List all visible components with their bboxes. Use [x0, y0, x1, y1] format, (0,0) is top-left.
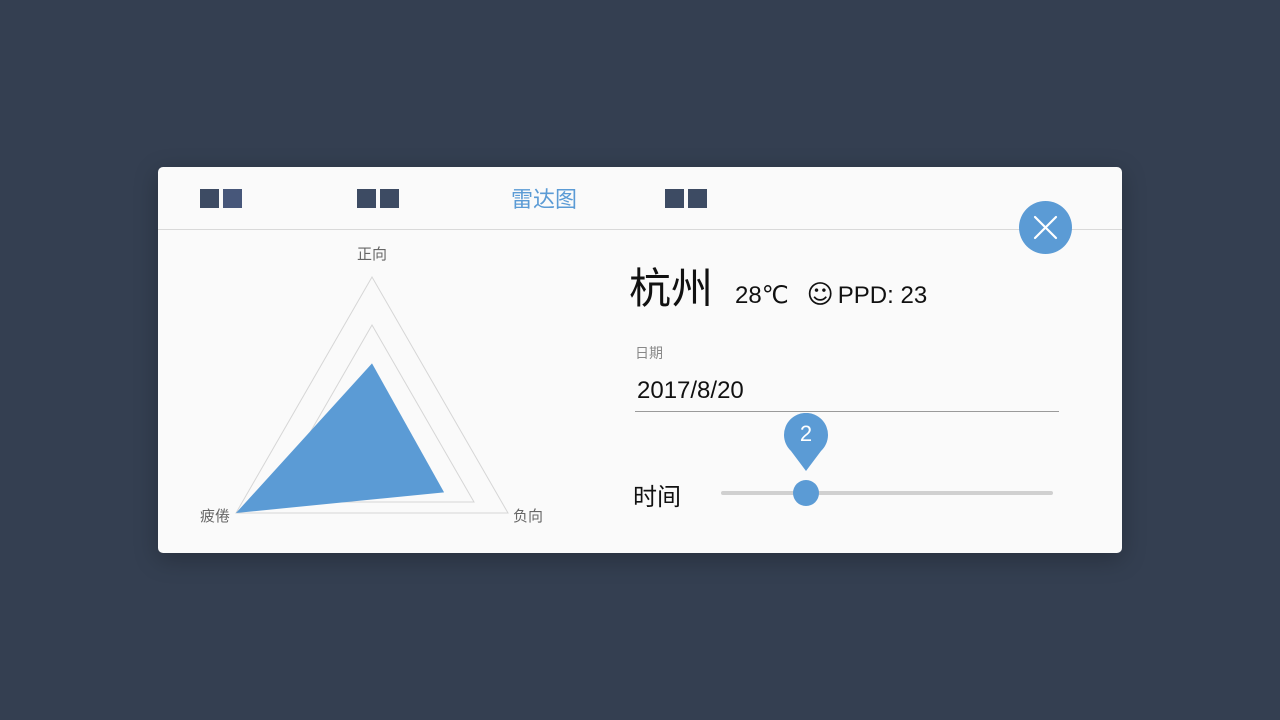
tab-1-glyph-b [223, 188, 242, 208]
tab-4[interactable] [665, 167, 707, 229]
radar-grid-level-2 [269, 323, 475, 503]
tab-2[interactable] [357, 167, 399, 229]
radar-grid-level-3 [235, 275, 509, 514]
close-button[interactable] [1019, 201, 1072, 254]
tab-2-glyph-a [357, 188, 376, 208]
tab-2-glyph-b [380, 188, 399, 208]
close-icon [1033, 215, 1058, 240]
tab-1[interactable] [200, 167, 242, 229]
tab-4-glyph-a [665, 188, 684, 208]
tab-radar[interactable]: 雷达图 [511, 167, 577, 229]
tab-1-glyph-a [200, 188, 219, 208]
smile-icon: ☺ [806, 280, 834, 310]
city-name: 杭州 [629, 264, 714, 313]
temperature: 28℃ [735, 282, 789, 309]
slider-value: 2 [799, 421, 813, 446]
tab-radar-label: 雷达图 [511, 188, 578, 213]
date-input[interactable] [635, 371, 1059, 412]
time-label: 时间 [633, 483, 681, 511]
slider-value-pin [784, 413, 828, 471]
time-slider-track[interactable] [721, 491, 1053, 495]
time-slider-thumb[interactable] [793, 480, 819, 506]
radar-data-area [236, 363, 445, 513]
ppd-value: PPD: 23 [837, 282, 928, 309]
date-label: 日期 [635, 346, 663, 362]
tab-4-glyph-b [688, 188, 707, 208]
radar-axis-label-2: 负向 [513, 507, 543, 525]
weather-summary: 杭州 28℃ ☺ PPD: 23 [629, 255, 927, 316]
tab-bar: 雷达图 [158, 167, 1122, 230]
radar-axis-label-1: 正向 [357, 245, 387, 263]
radar-axis-label-3: 疲倦 [200, 507, 230, 525]
